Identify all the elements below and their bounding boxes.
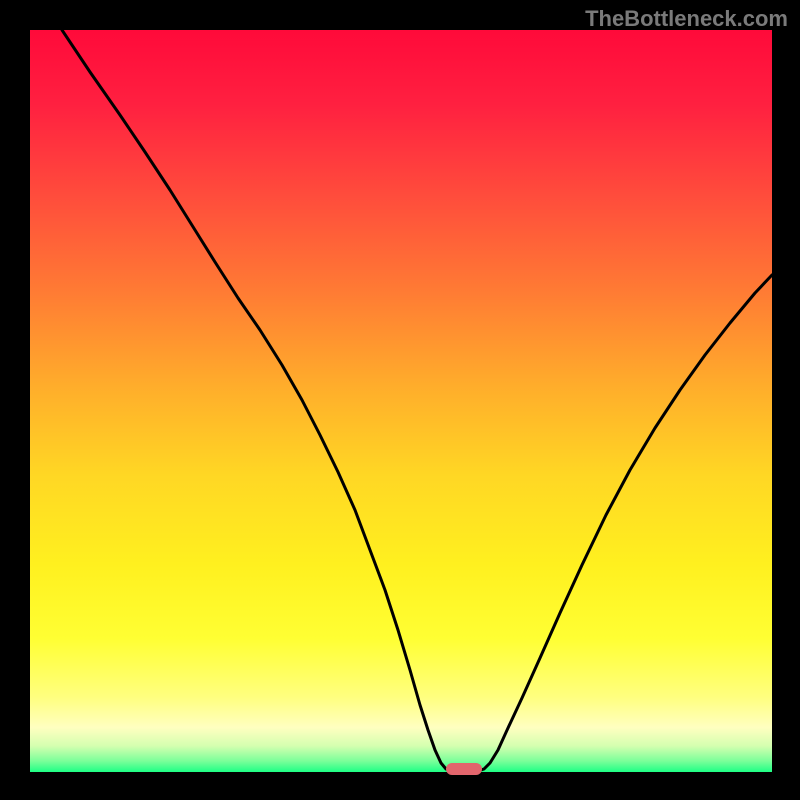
watermark-text: TheBottleneck.com <box>585 6 788 32</box>
chart-container: { "watermark": { "text": "TheBottleneck.… <box>0 0 800 800</box>
bottleneck-curve-svg <box>30 30 772 772</box>
plot-area <box>30 30 772 772</box>
optimal-marker <box>446 763 482 775</box>
bottleneck-curve <box>62 30 772 771</box>
